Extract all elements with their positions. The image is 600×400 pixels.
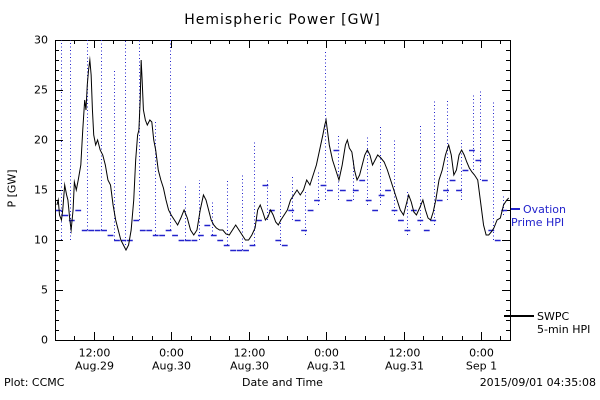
x-axis-label: Date and Time	[242, 376, 323, 389]
legend-ovation-label2: Prime HPI	[511, 216, 565, 229]
plot-timestamp: 2015/09/01 04:35:08	[479, 376, 596, 389]
legend-swpc-row1: SWPC	[504, 310, 590, 323]
chart-title: Hemispheric Power [GW]	[184, 12, 381, 28]
legend-swpc: SWPC 5-min HPI	[504, 310, 590, 336]
ovation-dash-marker-icon	[511, 207, 520, 210]
y-axis-label: P [GW]	[5, 169, 19, 208]
legend-ovation-row1: Ovation	[511, 203, 566, 216]
swpc-line-marker-icon	[504, 314, 534, 317]
legend-ovation: Ovation Prime HPI	[511, 203, 566, 229]
legend-swpc-label1: SWPC	[537, 310, 570, 323]
legend-swpc-label2: 5-min HPI	[537, 323, 591, 336]
plot-credit: Plot: CCMC	[4, 376, 65, 389]
legend-ovation-label1: Ovation	[523, 203, 566, 216]
